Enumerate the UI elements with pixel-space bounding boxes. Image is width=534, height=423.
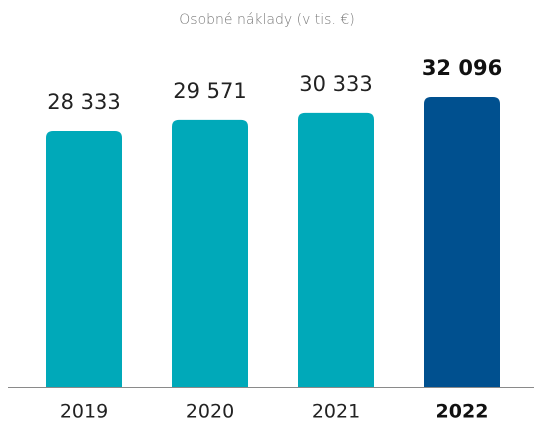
x-tick-label: 2020 bbox=[186, 401, 234, 423]
value-label: 30 333 bbox=[299, 72, 372, 96]
x-tick-label: 2022 bbox=[436, 401, 489, 423]
chart-title: Osobné náklady (v tis. €) bbox=[179, 12, 355, 28]
x-tick-label: 2019 bbox=[60, 401, 108, 423]
bar bbox=[46, 131, 122, 387]
bar bbox=[424, 97, 500, 387]
x-tick-label: 2021 bbox=[312, 401, 360, 423]
bar bbox=[172, 119, 248, 388]
value-label: 28 333 bbox=[47, 90, 120, 114]
value-label: 32 096 bbox=[422, 56, 502, 80]
bar bbox=[298, 112, 374, 388]
value-label: 29 571 bbox=[173, 79, 246, 103]
